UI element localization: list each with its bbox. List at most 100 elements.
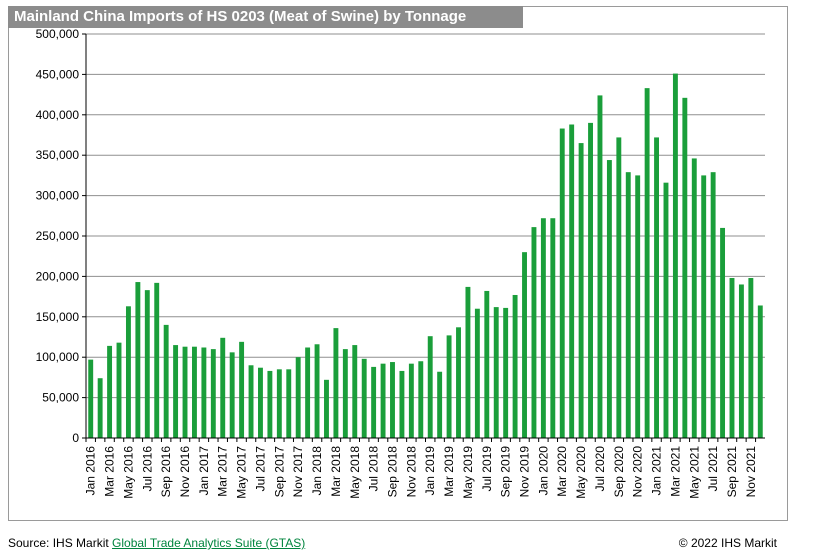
x-tick-label: Jan 2016: [84, 446, 98, 496]
bar: [522, 252, 527, 438]
bar: [738, 284, 744, 438]
x-tick-label: May 2020: [574, 446, 588, 499]
bar: [682, 97, 688, 438]
x-tick-label: Mar 2019: [442, 446, 456, 497]
y-tick-label: 50,000: [42, 391, 79, 405]
bar: [691, 158, 697, 438]
bar: [503, 307, 509, 438]
bar: [182, 346, 188, 438]
bar: [333, 328, 339, 438]
bar: [588, 122, 593, 438]
bar: [135, 282, 141, 438]
bar: [116, 342, 122, 438]
bar: [173, 345, 179, 438]
bar: [286, 369, 292, 438]
x-tick-label: Nov 2018: [404, 446, 418, 498]
bar: [352, 345, 358, 438]
x-tick-label: Nov 2020: [631, 446, 645, 498]
bar: [295, 357, 301, 438]
bar: [163, 324, 169, 438]
y-tick-label: 250,000: [36, 229, 80, 243]
bar: [210, 349, 216, 438]
bar: [625, 172, 631, 438]
bar: [97, 378, 103, 438]
bar: [465, 286, 471, 438]
y-tick-label: 100,000: [36, 350, 80, 364]
bar: [701, 175, 707, 438]
x-tick-label: Jul 2019: [480, 446, 494, 492]
x-tick-label: Mar 2017: [216, 446, 230, 497]
bar: [550, 218, 556, 438]
x-tick-label: Sep 2021: [725, 446, 739, 498]
bar: [220, 337, 226, 438]
x-tick-label: May 2019: [461, 446, 475, 499]
x-tick-label: Mar 2020: [555, 446, 569, 497]
x-tick-label: May 2016: [121, 446, 135, 499]
y-tick-labels: 0 50,000 100,000 150,000 200,000 250,000 300,0…: [36, 27, 80, 445]
bar: [154, 282, 160, 438]
gtas-link[interactable]: Global Trade Analytics Suite (GTAS): [112, 536, 306, 550]
y-tick-label: 450,000: [36, 67, 80, 81]
chart-title: Mainland China Imports of HS 0203 (Meat …: [8, 6, 523, 28]
y-tick-label: 400,000: [36, 108, 80, 122]
bar: [474, 308, 480, 438]
bar: [578, 143, 584, 438]
bar: [107, 345, 113, 438]
bar: [493, 307, 499, 438]
bar: [540, 218, 546, 438]
y-tick-label: 150,000: [36, 310, 80, 324]
bar: [654, 137, 660, 438]
bar: [408, 363, 414, 438]
bar: [88, 359, 94, 438]
bar: [512, 294, 518, 438]
x-tick-labels: Jan 2016 Mar 2016 May 2016 Jul 2016 Sep 2016…: [84, 438, 758, 499]
bar: [437, 371, 443, 438]
source-note: Source: IHS Markit Global Trade Analytic…: [8, 536, 305, 550]
x-tick-label: Jul 2016: [140, 446, 154, 492]
bar: [663, 182, 669, 438]
y-tick-label: 300,000: [36, 189, 80, 203]
x-tick-label: Jul 2018: [367, 446, 381, 492]
bar: [569, 124, 575, 438]
bar: [380, 363, 386, 438]
x-tick-label: Jan 2017: [197, 446, 211, 496]
bar: [361, 358, 367, 438]
x-tick-label: Mar 2018: [329, 446, 343, 497]
bar: [748, 278, 754, 438]
x-tick-label: Jan 2019: [423, 446, 437, 496]
bar: [399, 370, 405, 438]
y-tick-label: 350,000: [36, 148, 80, 162]
bar: [757, 305, 763, 438]
x-tick-label: Mar 2021: [668, 446, 682, 497]
bar: [371, 366, 377, 438]
x-tick-label: Jul 2021: [706, 446, 720, 492]
bar: [239, 341, 245, 438]
source-prefix: Source: IHS Markit: [8, 536, 113, 550]
x-tick-label: Sep 2016: [159, 446, 173, 498]
grid-lines: [82, 33, 765, 439]
bar: [616, 137, 622, 438]
bar: [191, 346, 197, 438]
bar: [597, 95, 603, 439]
bar: [644, 88, 650, 439]
x-tick-label: Jan 2020: [536, 446, 550, 496]
bar: [710, 172, 716, 438]
bar: [305, 347, 311, 438]
bar: [258, 367, 263, 438]
x-tick-label: Sep 2019: [499, 446, 513, 498]
x-tick-label: Nov 2021: [744, 446, 758, 498]
bar: [484, 290, 490, 438]
bar: [314, 344, 320, 438]
bars: [88, 73, 763, 439]
bar: [125, 306, 131, 438]
x-tick-label: Nov 2016: [178, 446, 192, 498]
bar: [672, 73, 678, 438]
x-tick-label: Sep 2020: [612, 446, 626, 498]
x-tick-label: May 2017: [235, 446, 249, 499]
x-tick-label: Jul 2017: [253, 446, 267, 492]
bar: [456, 327, 461, 438]
y-tick-label: 500,000: [36, 27, 80, 41]
bar-chart: 0 50,000 100,000 150,000 200,000 250,000 300,0…: [36, 27, 765, 499]
bar: [342, 349, 348, 438]
x-tick-label: Nov 2017: [291, 446, 305, 498]
